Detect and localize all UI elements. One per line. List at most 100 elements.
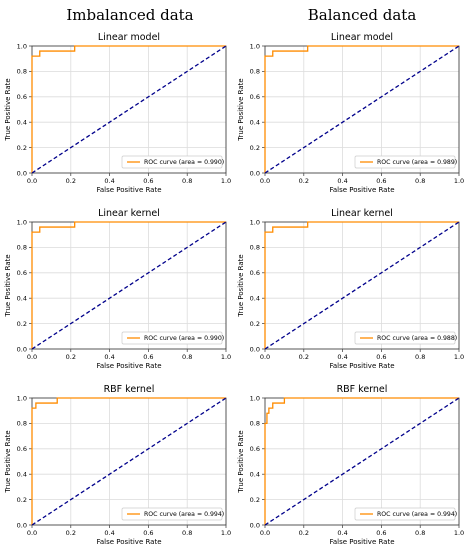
legend-label: ROC curve (area = 0.989) [377,159,457,166]
legend-box [354,507,456,521]
x-tick-label: 0.8 [182,353,192,361]
legend-box [121,507,223,521]
y-tick-label: 0.2 [17,320,27,328]
y-tick-label: 0.4 [250,119,260,127]
roc-panel-5: RBF kernel 0.0 0.2 0.4 0.6 0.8 1.0 0.0 0.2 0.4 0.6… [4,384,231,546]
y-tick-label: 0.6 [17,269,27,277]
y-tick-label: 0.6 [17,445,27,453]
chance-diagonal-line [264,221,460,350]
y-tick-label: 0.8 [250,68,260,76]
y-tick-label: 0.4 [17,119,27,127]
roc-panel-1: Linear model 0.0 0.2 0.4 0.6 0.8 1.0 0.0 0.2 0.4 0… [4,32,231,194]
roc-curve-line [264,221,459,349]
y-tick-label: 0.8 [17,68,27,76]
legend-box [121,155,223,169]
x-tick-label: 0.8 [415,353,425,361]
y-tick-label: 0.0 [250,345,260,353]
y-tick-label: 0.2 [250,320,260,328]
roc-panel-2: Linear model 0.0 0.2 0.4 0.6 0.8 1.0 0.0 0.2 0.4 0… [237,32,464,194]
x-tick-label: 0.4 [104,177,114,185]
y-tick-label: 1.0 [250,42,260,50]
y-tick-label: 0.8 [17,420,27,428]
y-tick-label: 0.8 [17,244,27,252]
x-tick-label: 0.4 [104,529,114,537]
y-tick-label: 1.0 [17,394,27,402]
y-tick-label: 0.2 [17,496,27,504]
x-tick-label: 0.6 [143,177,153,185]
x-tick-label: 0.2 [299,529,309,537]
legend-label: ROC curve (area = 0.990) [144,159,224,166]
x-tick-label: 0.4 [104,353,114,361]
roc-curve-line [31,221,226,349]
x-tick-label: 1.0 [454,529,464,537]
x-tick-label: 0.2 [299,353,309,361]
chance-diagonal-line [264,45,460,174]
x-tick-label: 1.0 [221,177,231,185]
x-tick-label: 0.0 [27,529,37,537]
y-axis-label: True Positive Rate [4,430,12,493]
y-tick-label: 0.4 [17,471,27,479]
y-tick-label: 0.0 [250,169,260,177]
y-tick-label: 0.0 [17,345,27,353]
roc-curve-line [264,45,459,173]
panel-title: RBF kernel [337,384,388,395]
y-tick-label: 0.8 [250,420,260,428]
panel-title: Linear model [98,32,160,43]
x-tick-label: 1.0 [454,177,464,185]
x-tick-label: 1.0 [221,529,231,537]
chance-diagonal-line [31,45,227,174]
y-tick-label: 0.2 [17,144,27,152]
x-tick-label: 0.2 [66,353,76,361]
x-axis-label: False Positive Rate [329,186,394,194]
x-tick-label: 0.0 [27,353,37,361]
y-tick-label: 0.6 [250,445,260,453]
x-tick-label: 0.0 [27,177,37,185]
x-tick-label: 1.0 [221,353,231,361]
y-tick-label: 1.0 [17,42,27,50]
x-tick-label: 0.6 [143,529,153,537]
column-title-imbalanced: Imbalanced data [66,6,193,24]
x-axis-label: False Positive Rate [329,362,394,370]
y-axis-label: True Positive Rate [237,254,245,317]
y-tick-label: 0.8 [250,244,260,252]
x-tick-label: 0.4 [337,353,347,361]
legend-label: ROC curve (area = 0.990) [144,335,224,342]
panel-title: Linear kernel [98,208,160,219]
chance-diagonal-line [31,221,227,350]
x-tick-label: 0.0 [260,353,270,361]
x-tick-label: 1.0 [454,353,464,361]
roc-curve-line [264,397,459,525]
roc-curve-line [31,45,226,173]
legend-box [354,155,456,169]
legend-box [354,331,456,345]
x-axis-label: False Positive Rate [96,186,161,194]
column-title-balanced: Balanced data [308,6,417,24]
x-tick-label: 0.8 [415,529,425,537]
x-axis-label: False Positive Rate [96,362,161,370]
y-tick-label: 0.0 [17,169,27,177]
y-tick-label: 0.2 [250,144,260,152]
y-tick-label: 0.6 [250,269,260,277]
y-tick-label: 0.4 [250,295,260,303]
y-tick-label: 0.4 [17,295,27,303]
x-tick-label: 0.0 [260,529,270,537]
y-tick-label: 1.0 [250,394,260,402]
legend-label: ROC curve (area = 0.994) [377,511,457,518]
legend-label: ROC curve (area = 0.994) [144,511,224,518]
panel-title: Linear kernel [331,208,393,219]
roc-curve-line [31,397,226,525]
legend-box [121,331,223,345]
x-tick-label: 0.2 [66,177,76,185]
x-tick-label: 0.4 [337,529,347,537]
y-axis-label: True Positive Rate [4,254,12,317]
y-tick-label: 0.2 [250,496,260,504]
x-axis-label: False Positive Rate [96,538,161,546]
y-tick-label: 1.0 [250,218,260,226]
y-axis-label: True Positive Rate [237,78,245,141]
y-tick-label: 0.0 [17,521,27,529]
x-tick-label: 0.6 [376,177,386,185]
x-axis-label: False Positive Rate [329,538,394,546]
x-tick-label: 0.2 [299,177,309,185]
y-axis-label: True Positive Rate [237,430,245,493]
